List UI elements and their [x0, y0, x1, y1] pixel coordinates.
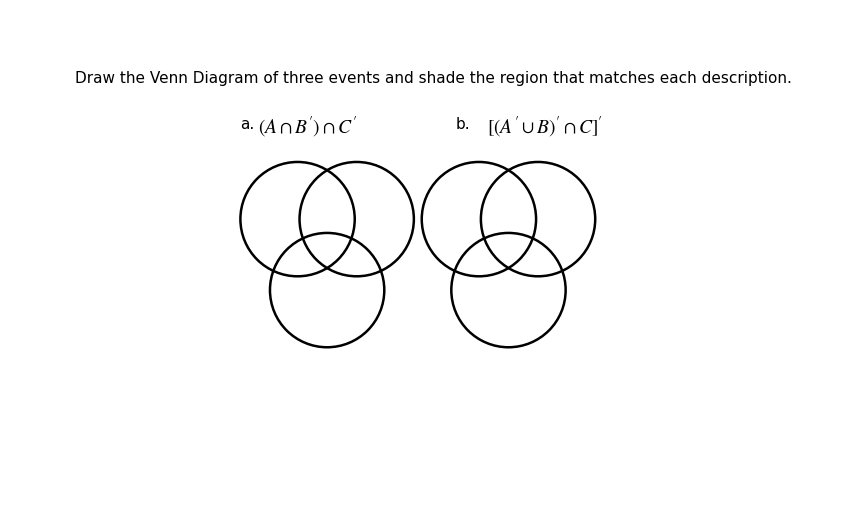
Text: $[(A^{\prime}\cup B)^{\prime}\cap C]^{\prime}$: $[(A^{\prime}\cup B)^{\prime}\cap C]^{\p…: [486, 115, 602, 140]
Text: $(A\cap B^{\prime})\cap C^{\prime}$: $(A\cap B^{\prime})\cap C^{\prime}$: [258, 115, 357, 140]
Text: b.: b.: [455, 117, 470, 132]
Text: a.: a.: [240, 117, 255, 132]
Text: Draw the Venn Diagram of three events and shade the region that matches each des: Draw the Venn Diagram of three events an…: [75, 71, 792, 87]
